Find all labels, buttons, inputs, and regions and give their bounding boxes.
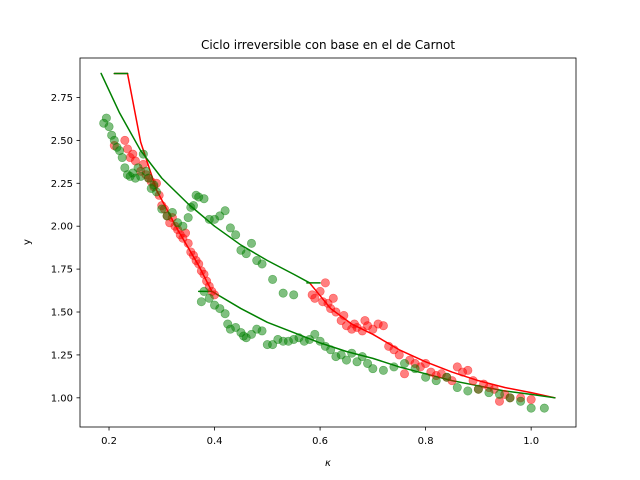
scatter-point (505, 393, 515, 403)
curve-line (100, 72, 311, 284)
scatter-point (231, 230, 241, 240)
scatter-point (138, 149, 148, 159)
points-layer (99, 113, 549, 413)
scatter-point (144, 173, 154, 183)
scatter-point (526, 395, 536, 405)
y-axis-label: y (22, 239, 33, 245)
axes-background (80, 58, 576, 427)
scatter-point (204, 293, 214, 303)
y-tick-label: 2.75 (51, 93, 73, 104)
scatter-point (378, 365, 388, 375)
scatter-point (268, 274, 278, 284)
y-axis: 1.00 1.25 1.50 1.75 2.00 2.25 2.50 2.75 (51, 93, 80, 404)
scatter-point (120, 135, 130, 145)
scatter-point (117, 153, 127, 163)
y-tick-label: 2.50 (51, 136, 73, 147)
scatter-point (539, 403, 549, 413)
x-tick-label: 0.4 (207, 436, 223, 447)
scatter-point (442, 372, 452, 382)
scatter-point (183, 238, 193, 248)
scatter-point (188, 201, 198, 211)
axes-frame (79, 57, 577, 428)
scatter-point (152, 187, 162, 197)
scatter-point (473, 384, 483, 394)
scatter-point (394, 350, 404, 360)
y-tick-label: 1.25 (51, 350, 73, 361)
scatter-point (133, 163, 143, 173)
scatter-point (167, 207, 177, 217)
y-tick-label: 1.75 (51, 265, 73, 276)
scatter-point (421, 358, 431, 368)
scatter-point (331, 307, 341, 317)
scatter-point (463, 365, 473, 375)
scatter-point (310, 329, 320, 339)
scatter-point (378, 321, 388, 331)
scatter-point (357, 352, 367, 362)
scatter-point (326, 345, 336, 355)
scatter-point (183, 213, 193, 223)
x-tick-label: 0.6 (312, 436, 328, 447)
scatter-point (289, 290, 299, 300)
scatter-point (494, 389, 504, 399)
scatter-point (463, 386, 473, 396)
scatter-point (431, 376, 441, 386)
scatter-point (368, 364, 378, 374)
scatter-point (526, 403, 536, 413)
scatter-point (178, 221, 188, 231)
scatter-point (468, 376, 478, 386)
scatter-point (389, 362, 399, 372)
scatter-point (484, 388, 494, 398)
x-axis-label: κ (325, 458, 331, 469)
scatter-point (220, 206, 230, 216)
x-tick-label: 1.0 (523, 436, 539, 447)
scatter-point (339, 310, 349, 320)
plot-area (80, 58, 576, 427)
scatter-point (400, 358, 410, 368)
scatter-point (278, 288, 288, 298)
scatter-point (310, 293, 320, 303)
scatter-point (199, 286, 209, 296)
scatter-point (157, 204, 167, 214)
scatter-point (452, 383, 462, 393)
x-tick-label: 0.8 (418, 436, 434, 447)
scatter-point (315, 286, 325, 296)
scatter-point (241, 249, 251, 259)
scatter-point (421, 372, 431, 382)
chart-title: Ciclo irreversible con base en el de Car… (201, 38, 455, 52)
scatter-point (101, 113, 111, 123)
scatter-point (410, 364, 420, 374)
scatter-point (328, 293, 338, 303)
scatter-point (225, 223, 235, 233)
y-tick-label: 2.25 (51, 179, 73, 190)
x-axis: 0.2 0.4 0.6 0.8 1.0 (101, 427, 539, 447)
y-tick-label: 1.00 (51, 393, 73, 404)
y-tick-label: 2.00 (51, 222, 73, 233)
scatter-point (341, 355, 351, 365)
scatter-point (196, 297, 206, 307)
scatter-point (257, 259, 267, 269)
scatter-point (347, 348, 357, 358)
scatter-point (400, 369, 410, 379)
scatter-point (220, 309, 230, 319)
scatter-point (246, 238, 256, 248)
scatter-point (257, 326, 267, 336)
scatter-point (516, 396, 526, 406)
scatter-point (199, 194, 209, 204)
x-tick-label: 0.2 (101, 436, 117, 447)
y-tick-label: 1.50 (51, 308, 73, 319)
scatter-point (320, 278, 330, 288)
scatter-point (104, 122, 114, 132)
